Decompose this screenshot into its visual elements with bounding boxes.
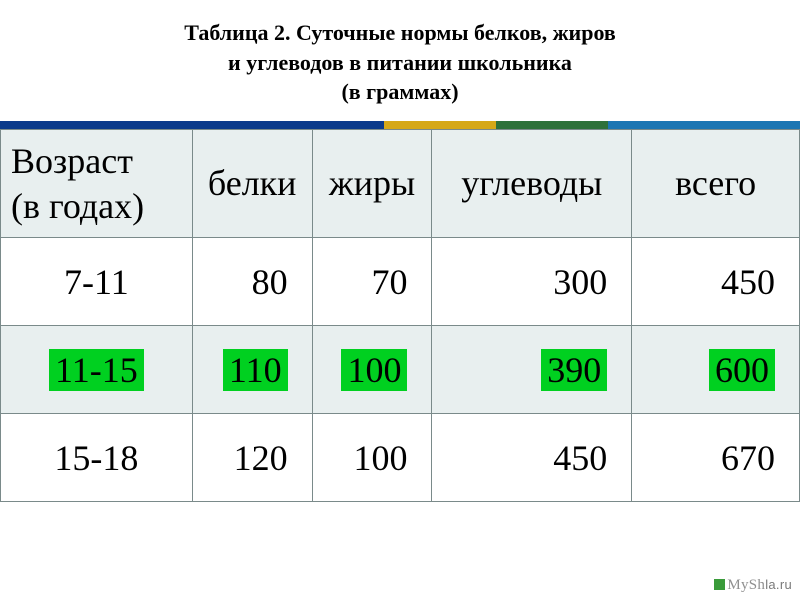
cell-age: 11-15 [1, 326, 193, 414]
col-header-fat: жиры [312, 130, 432, 238]
col-header-carb: углеводы [432, 130, 632, 238]
nutrition-table: Возраст(в годах)белкижирыуглеводывсего 7… [0, 129, 800, 502]
cell-age: 15-18 [1, 414, 193, 502]
cell-total: 670 [632, 414, 800, 502]
col-header-prot: белки [192, 130, 312, 238]
highlighted-value: 100 [341, 349, 407, 391]
cell-prot: 80 [192, 238, 312, 326]
highlighted-value: 11-15 [49, 349, 144, 391]
cell-prot: 120 [192, 414, 312, 502]
highlighted-value: 390 [541, 349, 607, 391]
table-row: 15-18120100450670 [1, 414, 800, 502]
accent-segment [0, 121, 384, 129]
cell-carb: 300 [432, 238, 632, 326]
accent-bar [0, 121, 800, 129]
cell-prot: 110 [192, 326, 312, 414]
col-header-age: Возраст(в годах) [1, 130, 193, 238]
title-line-3: (в граммах) [40, 77, 760, 107]
cell-fat: 100 [312, 414, 432, 502]
table-row: 11-15 110 100 390 600 [1, 326, 800, 414]
highlighted-value: 110 [223, 349, 288, 391]
highlighted-value: 600 [709, 349, 775, 391]
accent-segment [384, 121, 496, 129]
title-line-1: Таблица 2. Суточные нормы белков, жиров [40, 18, 760, 48]
table-row: 7-118070300450 [1, 238, 800, 326]
cell-fat: 70 [312, 238, 432, 326]
cell-carb: 450 [432, 414, 632, 502]
accent-segment [608, 121, 800, 129]
table-header-row: Возраст(в годах)белкижирыуглеводывсего [1, 130, 800, 238]
accent-segment [496, 121, 608, 129]
cell-total: 600 [632, 326, 800, 414]
cell-fat: 100 [312, 326, 432, 414]
watermark-brand: MySh [727, 577, 765, 593]
title-line-2: и углеводов в питании школьника [40, 48, 760, 78]
cell-carb: 390 [432, 326, 632, 414]
cell-age: 7-11 [1, 238, 193, 326]
cube-icon [714, 579, 725, 590]
watermark-rest: la.ru [765, 577, 792, 592]
watermark: MyShla.ru [714, 577, 792, 594]
page-title: Таблица 2. Суточные нормы белков, жиров … [0, 0, 800, 121]
cell-total: 450 [632, 238, 800, 326]
col-header-total: всего [632, 130, 800, 238]
